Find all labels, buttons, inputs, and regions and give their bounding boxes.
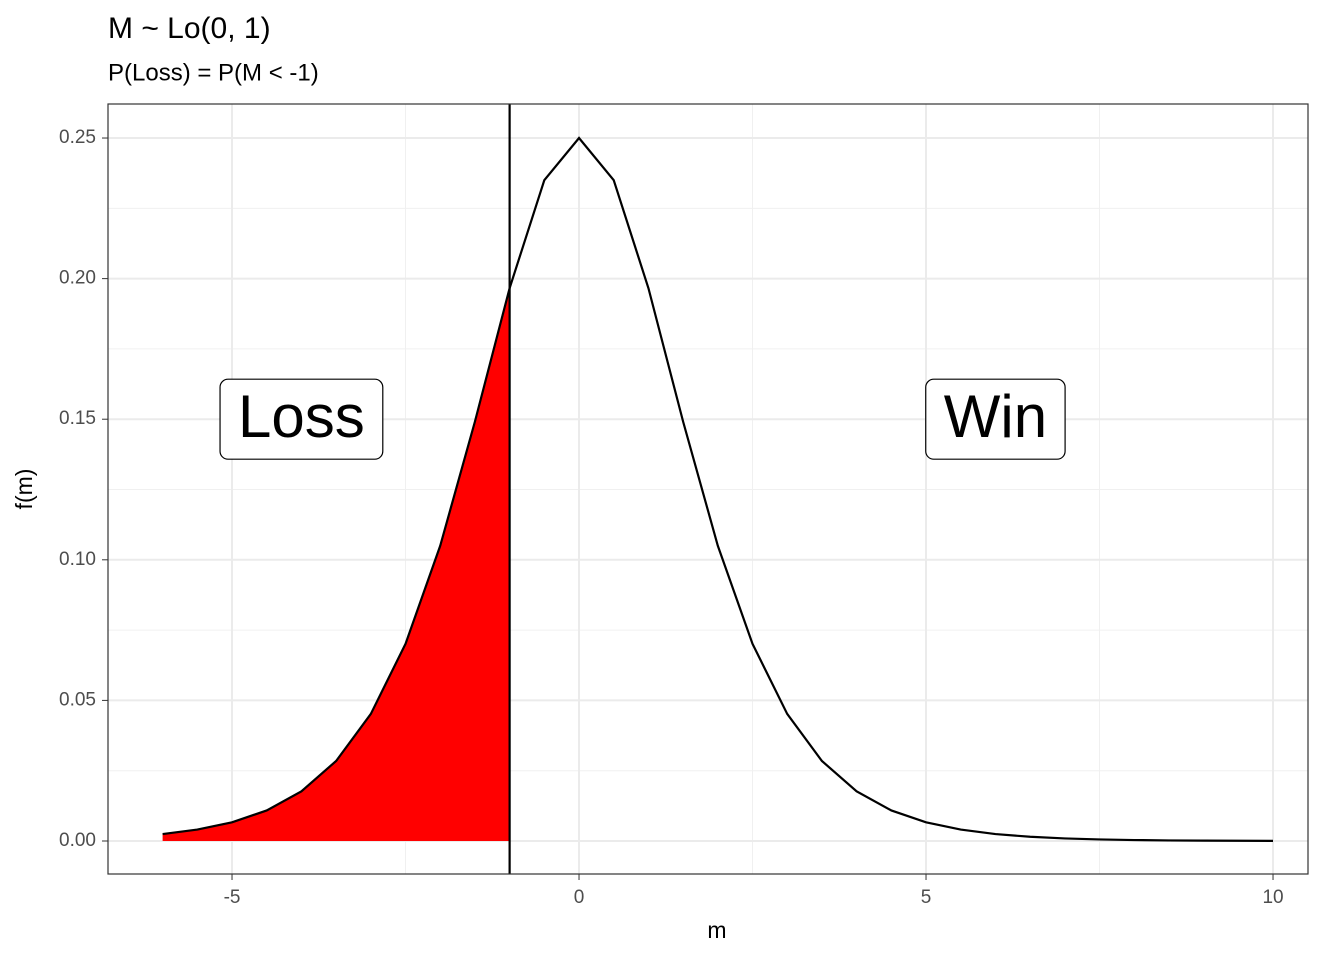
x-axis-title: m: [707, 917, 726, 943]
annotation-box: [219, 378, 384, 460]
y-tick-label: 0.10: [59, 549, 96, 570]
annotation-box: [925, 378, 1066, 460]
shaded-area: [162, 288, 510, 841]
annotation-label: Loss: [238, 383, 365, 450]
y-tick-label: 0.25: [59, 127, 96, 148]
chart-subtitle: P(Loss) = P(M < -1): [108, 59, 319, 86]
panel-border: [107, 103, 1309, 875]
annotation: Loss: [219, 378, 384, 460]
y-axis-title: f(m): [11, 469, 37, 510]
chart-title: M ~ Lo(0, 1): [108, 12, 271, 45]
y-tick-label: 0.20: [59, 268, 96, 289]
x-tick-label: 5: [921, 887, 932, 908]
x-tick-label: 0: [574, 887, 585, 908]
y-tick-label: 0.00: [59, 830, 96, 851]
x-tick-label: 10: [1262, 887, 1283, 908]
annotation: Win: [925, 378, 1066, 460]
density-line: [162, 136, 1274, 842]
y-tick-label: 0.05: [59, 689, 96, 710]
x-tick-label: -5: [224, 887, 241, 908]
y-tick-label: 0.15: [59, 408, 96, 429]
annotation-label: Win: [944, 383, 1047, 450]
